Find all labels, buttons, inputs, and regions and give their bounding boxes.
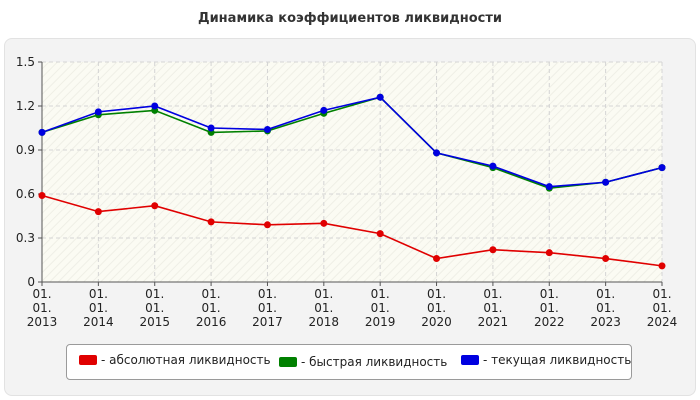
- legend-swatch-quick: [279, 357, 297, 367]
- series-point-0: [433, 255, 441, 263]
- series-point-2: [658, 164, 666, 172]
- legend-label-absolute: - абсолютная ликвидность: [101, 353, 271, 367]
- series-point-2: [602, 178, 610, 186]
- x-tick-label: 01. 01. 2022: [534, 287, 565, 329]
- y-tick-label: 0.3: [16, 231, 35, 245]
- series-point-0: [320, 219, 328, 227]
- x-tick-label: 01. 01. 2015: [139, 287, 170, 329]
- series-point-2: [376, 93, 384, 101]
- y-tick-label: 0.6: [16, 187, 35, 201]
- series-point-0: [207, 218, 215, 226]
- series-point-0: [489, 246, 497, 254]
- legend-swatch-absolute: [79, 355, 97, 365]
- series-point-0: [263, 221, 271, 229]
- series-point-0: [94, 208, 102, 216]
- series-line-0: [41, 194, 663, 267]
- x-tick-label: 01. 01. 2019: [365, 287, 396, 329]
- series-line-1: [41, 96, 663, 189]
- legend-swatch-current: [461, 355, 479, 365]
- y-tick-label: 0.9: [16, 143, 35, 157]
- series-line-2: [41, 96, 663, 188]
- y-tick-label: 0: [27, 275, 35, 289]
- legend-label-current: - текущая ликвидность: [483, 353, 632, 367]
- legend-label-quick: - быстрая ликвидность: [301, 355, 448, 369]
- series-point-0: [545, 249, 553, 257]
- series-point-0: [658, 262, 666, 270]
- x-tick-label: 01. 01. 2013: [27, 287, 58, 329]
- series-point-0: [376, 230, 384, 238]
- series-point-2: [207, 124, 215, 132]
- series-point-2: [94, 108, 102, 116]
- series-point-2: [38, 128, 46, 136]
- legend-item-current: - текущая ликвидность: [461, 353, 631, 367]
- series-point-2: [545, 183, 553, 191]
- x-tick-label: 01. 01. 2018: [309, 287, 340, 329]
- x-tick-label: 01. 01. 2021: [478, 287, 509, 329]
- chart-legend: - абсолютная ликвидность - быстрая ликви…: [66, 344, 632, 380]
- x-tick-label: 01. 01. 2024: [647, 287, 678, 329]
- chart-title: Динамика коэффициентов ликвидности: [198, 11, 502, 26]
- legend-item-quick: - быстрая ликвидность: [279, 355, 447, 369]
- series-point-2: [151, 102, 159, 110]
- y-tick-label: 1.5: [16, 55, 35, 69]
- plot-area: [42, 62, 662, 282]
- x-tick-label: 01. 01. 2020: [421, 287, 452, 329]
- x-tick-label: 01. 01. 2016: [196, 287, 227, 329]
- series-point-2: [320, 106, 328, 114]
- x-tick-label: 01. 01. 2023: [590, 287, 621, 329]
- series-point-0: [38, 191, 46, 199]
- series-point-0: [602, 255, 610, 263]
- x-tick-label: 01. 01. 2017: [252, 287, 283, 329]
- series-point-2: [433, 149, 441, 157]
- legend-item-absolute: - абсолютная ликвидность: [79, 353, 271, 367]
- series-point-2: [263, 125, 271, 133]
- series-point-2: [489, 162, 497, 170]
- x-tick-label: 01. 01. 2014: [83, 287, 114, 329]
- y-tick-label: 1.2: [16, 99, 35, 113]
- series-point-0: [151, 202, 159, 210]
